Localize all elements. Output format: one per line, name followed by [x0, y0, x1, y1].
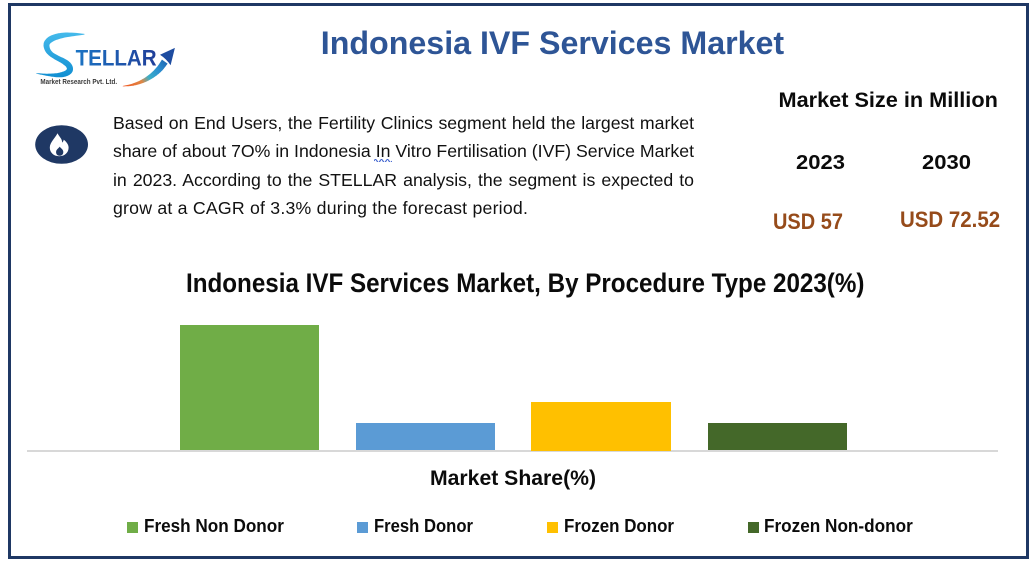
- svg-text:Market Research Pvt. Ltd.: Market Research Pvt. Ltd.: [40, 77, 117, 86]
- svg-text:TELLAR: TELLAR: [76, 46, 157, 71]
